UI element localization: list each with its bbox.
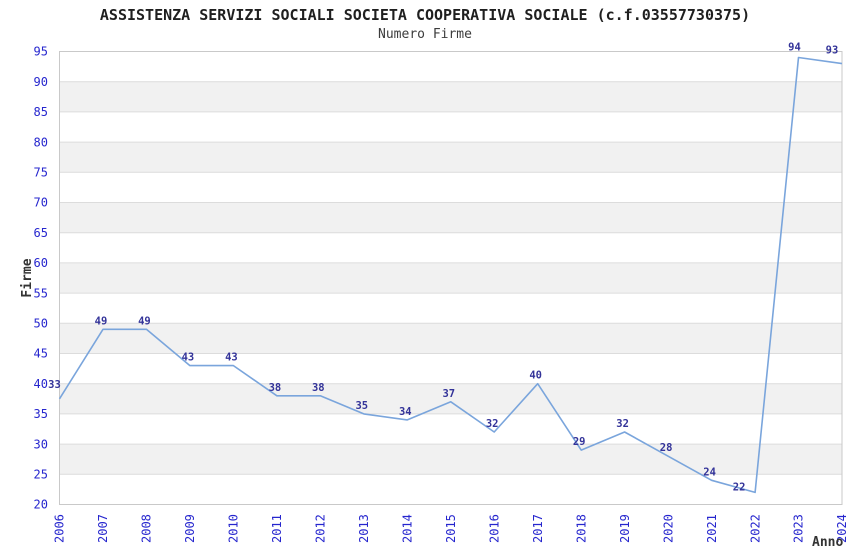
chart-title: ASSISTENZA SERVIZI SOCIALI SOCIETA COOPE… bbox=[99, 6, 751, 24]
point-label: 93 bbox=[826, 45, 839, 57]
y-tick-label: 40 bbox=[34, 377, 48, 391]
point-label: 24 bbox=[703, 466, 716, 478]
x-tick-label: 2012 bbox=[314, 514, 328, 543]
x-tick-label: 2017 bbox=[531, 514, 545, 543]
x-tick-label: 2018 bbox=[574, 514, 588, 543]
x-tick-label: 2010 bbox=[227, 514, 241, 543]
point-label: 34 bbox=[399, 406, 412, 418]
plot-frame bbox=[59, 51, 843, 505]
point-label: 37 bbox=[442, 388, 455, 400]
grid-band bbox=[59, 444, 842, 475]
point-label: 43 bbox=[182, 352, 195, 364]
series-line bbox=[58, 56, 843, 494]
grid-band bbox=[59, 81, 842, 112]
point-label: 94 bbox=[788, 42, 801, 54]
x-tick-label: 2016 bbox=[487, 514, 501, 543]
grid-band bbox=[59, 323, 842, 354]
x-tick-label: 2009 bbox=[183, 514, 197, 543]
y-tick-label: 55 bbox=[34, 286, 48, 300]
point-label: 32 bbox=[616, 418, 629, 430]
y-tick-label: 25 bbox=[34, 468, 48, 482]
y-tick-label: 60 bbox=[34, 256, 48, 270]
x-tick-label: 2007 bbox=[96, 514, 110, 543]
point-label: 33 bbox=[48, 379, 61, 391]
point-label: 43 bbox=[225, 352, 238, 364]
point-label: 35 bbox=[355, 400, 368, 412]
x-tick-label: 2011 bbox=[270, 514, 284, 543]
y-tick-label: 30 bbox=[34, 437, 48, 451]
point-label: 49 bbox=[95, 315, 108, 327]
x-tick-label: 2006 bbox=[53, 514, 67, 543]
point-label: 40 bbox=[529, 370, 542, 382]
y-tick-label: 95 bbox=[34, 45, 48, 59]
y-tick-label: 45 bbox=[34, 347, 48, 361]
x-axis-title: Anno bbox=[812, 535, 843, 550]
point-label: 28 bbox=[660, 442, 673, 454]
point-label: 22 bbox=[733, 481, 746, 493]
y-tick-label: 20 bbox=[34, 498, 48, 512]
chart-subtitle: Numero Firme bbox=[378, 27, 472, 42]
x-tick-label: 2008 bbox=[140, 514, 154, 543]
point-label: 32 bbox=[486, 418, 499, 430]
point-label: 49 bbox=[138, 315, 151, 327]
x-tick-label: 2023 bbox=[792, 514, 806, 543]
y-tick-label: 80 bbox=[34, 135, 48, 149]
y-tick-label: 75 bbox=[34, 166, 48, 180]
x-tick-label: 2013 bbox=[357, 514, 371, 543]
point-label: 29 bbox=[573, 436, 586, 448]
x-tick-label: 2019 bbox=[618, 514, 632, 543]
point-label: 38 bbox=[269, 382, 282, 394]
y-tick-label: 90 bbox=[34, 75, 48, 89]
grid-band bbox=[59, 202, 842, 233]
x-tick-label: 2014 bbox=[400, 514, 414, 543]
x-tick-label: 2015 bbox=[444, 514, 458, 543]
x-tick-label: 2024 bbox=[835, 514, 849, 543]
y-tick-label: 85 bbox=[34, 105, 48, 119]
x-tick-label: 2022 bbox=[748, 514, 762, 543]
grid-band bbox=[59, 383, 842, 414]
point-label: 38 bbox=[312, 382, 325, 394]
y-axis-title: Firme bbox=[20, 258, 35, 297]
y-tick-label: 50 bbox=[34, 317, 48, 331]
x-tick-label: 2020 bbox=[661, 514, 675, 543]
y-tick-label: 35 bbox=[34, 407, 48, 421]
y-tick-label: 65 bbox=[34, 226, 48, 240]
grid-band bbox=[59, 262, 842, 294]
grid-band bbox=[59, 142, 842, 173]
x-tick-label: 2021 bbox=[705, 514, 719, 543]
y-tick-label: 70 bbox=[34, 196, 48, 210]
